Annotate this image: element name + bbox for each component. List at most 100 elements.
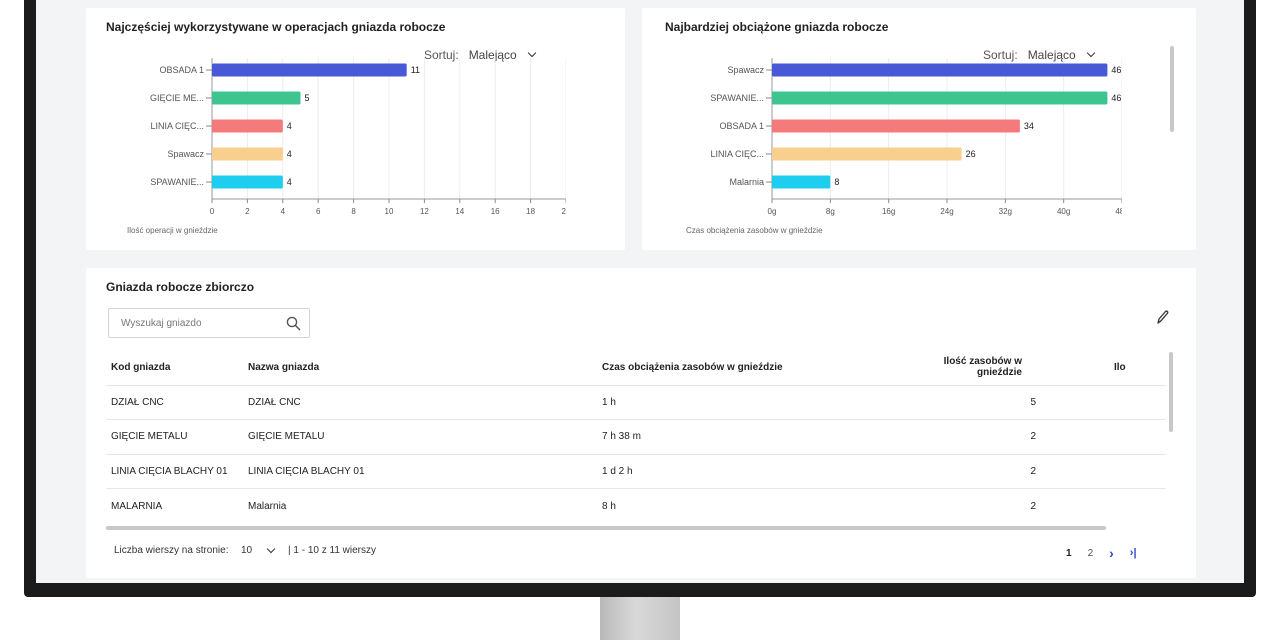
most-used-x-tick-label: 10 (385, 207, 394, 216)
most-used-x-axis-label: Ilość operacji w gnieździe (127, 226, 218, 235)
most-loaded-category-label: Malarnia (729, 177, 764, 187)
cell-resource-count: 5 (902, 384, 1114, 420)
table-row[interactable]: MALARNIA Malarnia 8 h 2 (106, 488, 1166, 523)
search-input[interactable] (109, 309, 269, 337)
monitor-frame: Najczęściej wykorzystywane w operacjach … (24, 0, 1256, 597)
most-used-value-label: 4 (287, 177, 292, 187)
most-used-chart-card: Najczęściej wykorzystywane w operacjach … (86, 8, 652, 250)
most-used-bar (212, 91, 301, 105)
column-header-truncated[interactable]: Ilo (1114, 361, 1126, 373)
most-used-x-tick-label: 12 (420, 207, 429, 216)
most-loaded-category-label: SPAWANIE... (710, 93, 764, 103)
most-loaded-value-label: 8 (834, 177, 839, 187)
most-loaded-x-tick-label: 16g (882, 207, 895, 216)
most-used-bar (212, 63, 407, 77)
column-header-resource-count[interactable]: Ilość zasobów w gnieździe (943, 356, 1022, 379)
most-used-sort-control[interactable]: Sortuj: Malejąco (424, 48, 536, 62)
chevron-down-icon (266, 544, 276, 553)
most-used-category-label: GIĘCIE ME... (150, 93, 204, 103)
most-used-bar (212, 119, 283, 133)
table-row[interactable]: DZIAŁ CNC DZIAŁ CNC 1 h 5 (106, 384, 1166, 420)
most-loaded-scrollbar[interactable] (1170, 46, 1174, 132)
most-used-x-tick-label: 2 (245, 207, 250, 216)
most-used-value-label: 4 (287, 121, 292, 131)
most-loaded-x-tick-label: 48g (1115, 207, 1122, 216)
pagination-range: | 1 - 10 z 11 wierszy (288, 545, 376, 556)
cell-empty (1114, 453, 1166, 489)
cell-load-time: 7 h 38 m (602, 419, 902, 454)
most-used-bar (212, 175, 283, 189)
cell-code: GIĘCIE METALU (106, 419, 248, 454)
cell-empty (1114, 488, 1166, 523)
page-2-button[interactable]: 2 (1087, 547, 1094, 559)
most-loaded-bar (772, 91, 1108, 105)
most-loaded-chart-title: Najbardziej obciążone gniazda robocze (665, 20, 889, 34)
most-used-value-label: 4 (287, 149, 292, 159)
most-loaded-bar-chart: 0g 8g 16g 24g 32g 40g 48g Spawacz 46 SPAWANIE... 4… (710, 58, 1122, 216)
cell-name: DZIAŁ CNC (248, 384, 602, 420)
search-box (108, 308, 310, 338)
most-loaded-category-label: Spawacz (727, 65, 764, 75)
rows-per-page-select[interactable]: 10 (241, 544, 276, 556)
cell-load-time: 1 d 2 h (602, 453, 902, 489)
last-page-icon[interactable]: ›| (1129, 547, 1137, 559)
next-page-icon[interactable]: › (1109, 545, 1114, 561)
summary-table: Kod gniazda Nazwa gniazda Czas obciążeni… (106, 350, 1166, 523)
column-header-load-time[interactable]: Czas obciążenia zasobów w gnieździe (602, 361, 783, 373)
most-used-bar (212, 147, 283, 161)
cell-empty (1114, 384, 1166, 420)
most-loaded-value-label: 26 (966, 149, 976, 159)
cell-code: DZIAŁ CNC (106, 384, 248, 420)
cell-load-time: 8 h (602, 488, 902, 523)
most-loaded-bar (772, 119, 1020, 133)
column-header-name[interactable]: Nazwa gniazda (248, 361, 320, 373)
sort-value: Malejąco (468, 48, 517, 62)
summary-title: Gniazda robocze zbiorczo (106, 280, 255, 294)
most-loaded-bar (772, 175, 831, 189)
most-loaded-chart-card: Najbardziej obciążone gniazda robocze So… (642, 8, 1196, 250)
most-loaded-x-tick-label: 24g (940, 207, 953, 216)
most-used-chart-title: Najczęściej wykorzystywane w operacjach … (106, 20, 446, 34)
most-used-category-label: OBSADA 1 (159, 65, 204, 75)
most-used-category-label: LINIA CIĘC... (150, 121, 204, 131)
most-loaded-value-label: 46 (1111, 93, 1121, 103)
pagination: 1 2 › ›| (1066, 545, 1137, 561)
most-loaded-x-tick-label: 0g (768, 207, 777, 216)
most-used-x-tick-label: 4 (281, 207, 286, 216)
page-1-button[interactable]: 1 (1066, 547, 1072, 559)
table-row[interactable]: LINIA CIĘCIA BLACHY 01 LINIA CIĘCIA BLAC… (106, 453, 1166, 489)
most-used-x-tick-label: 8 (351, 207, 356, 216)
most-used-x-tick-label: 6 (316, 207, 321, 216)
pencil-icon[interactable] (1154, 308, 1170, 326)
most-loaded-category-label: OBSADA 1 (719, 121, 764, 131)
column-header-code[interactable]: Kod gniazda (111, 361, 171, 373)
cell-code: LINIA CIĘCIA BLACHY 01 (106, 453, 248, 489)
cell-name: GIĘCIE METALU (248, 419, 602, 454)
most-used-category-label: Spawacz (167, 149, 204, 159)
cell-code: MALARNIA (106, 488, 248, 523)
most-used-value-label: 5 (305, 93, 310, 103)
table-vertical-scrollbar[interactable] (1169, 352, 1173, 432)
cell-empty (1114, 419, 1166, 454)
rows-per-page-label: Liczba wierszy na stronie: (114, 545, 229, 556)
most-loaded-value-label: 34 (1024, 121, 1034, 131)
sort-label: Sortuj: (983, 48, 1018, 62)
cell-resource-count: 2 (902, 453, 1114, 489)
rows-per-page-value: 10 (241, 545, 253, 556)
cell-resource-count: 2 (902, 419, 1114, 454)
cell-load-time: 1 h (602, 384, 902, 420)
cell-name: LINIA CIĘCIA BLACHY 01 (248, 453, 602, 489)
most-loaded-x-axis-label: Czas obciążenia zasobów w gnieździe (686, 226, 823, 235)
most-loaded-bar (772, 147, 962, 161)
table-row[interactable]: GIĘCIE METALU GIĘCIE METALU 7 h 38 m 2 (106, 419, 1166, 454)
most-used-x-tick-label: 0 (210, 207, 215, 216)
search-icon[interactable] (286, 316, 301, 331)
most-used-bar-chart: 0 2 4 6 8 10 12 14 16 18 20 OBSADA 1 11 GIĘCIE ME... 5… (150, 58, 566, 216)
table-horizontal-scrollbar[interactable] (106, 526, 1106, 530)
most-loaded-x-tick-label: 8g (826, 207, 835, 216)
most-loaded-x-tick-label: 32g (999, 207, 1012, 216)
cell-resource-count: 2 (902, 488, 1114, 523)
monitor-stand (600, 597, 680, 640)
most-used-x-tick-label: 18 (526, 207, 535, 216)
most-used-x-tick-label: 20 (562, 207, 566, 216)
